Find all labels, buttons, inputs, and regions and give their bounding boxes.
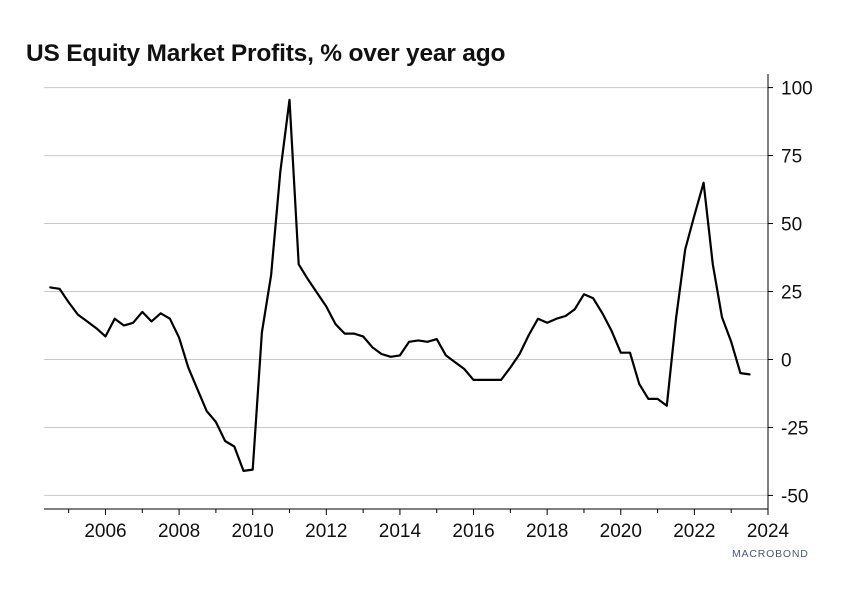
y-tick-label: 100	[781, 79, 813, 100]
x-tick-label: 2024	[747, 521, 790, 542]
x-tick-label: 2016	[452, 521, 494, 542]
y-tick-label: 75	[781, 147, 802, 168]
x-tick-label: 2008	[158, 521, 200, 542]
x-tick-label: 2010	[232, 521, 274, 542]
axes	[44, 74, 773, 515]
x-tick-labels: 2006 2008 2010 2012 2014 2016 2018 2020 2022 2024	[84, 521, 789, 542]
y-tick-label: 0	[781, 350, 792, 371]
y-tick-label: 25	[781, 283, 802, 304]
x-tick-label: 2014	[379, 521, 422, 542]
y-tick-label: -25	[781, 418, 808, 439]
y-tick-label: 50	[781, 215, 802, 236]
series-line	[49, 98, 751, 472]
chart-title: US Equity Market Profits, % over year ag…	[26, 40, 506, 67]
x-tick-label: 2018	[526, 521, 568, 542]
x-tick-label: 2020	[600, 521, 642, 542]
macrobond-watermark: MACROBOND	[732, 548, 809, 560]
x-tick-label: 2012	[305, 521, 347, 542]
y-tick-label: -50	[781, 486, 808, 507]
x-tick-label: 2022	[673, 521, 715, 542]
series-layer	[49, 98, 751, 472]
y-tick-labels: 100 75 50 25 0 -25 -50	[781, 79, 813, 508]
x-tick-label: 2006	[84, 521, 126, 542]
gridlines	[44, 87, 768, 496]
